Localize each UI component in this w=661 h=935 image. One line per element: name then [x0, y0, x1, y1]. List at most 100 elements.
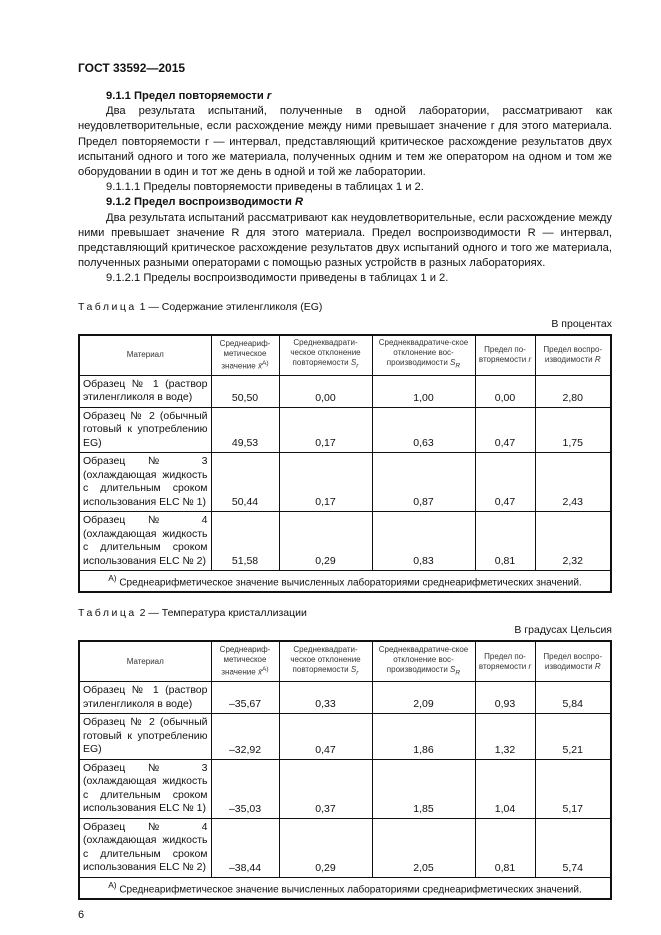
caption-text: 2 — Температура кристаллизации — [136, 607, 307, 620]
section-heading: 9.1.2 Предел воспроизводимости R — [106, 196, 304, 209]
column-symbol: r — [528, 661, 532, 671]
column-header: Среднеквадрати-ческое отклонение повторя… — [278, 334, 373, 376]
value-cell: 0,93 — [474, 681, 536, 715]
table-1-units: В процентах — [551, 317, 612, 330]
value-cell: 49,53 — [210, 406, 280, 454]
column-symbol: Sr — [350, 664, 359, 677]
value-cell: 0,33 — [278, 681, 373, 715]
symbol-subscript: r — [356, 362, 359, 370]
value-cell: 5,74 — [534, 817, 612, 878]
heading-variable: r — [266, 90, 272, 102]
body-text: 9.1.1 Предел повторяемости r Два результа… — [78, 89, 612, 287]
value-cell: 2,43 — [534, 452, 612, 513]
caption-label: Таблица — [78, 300, 137, 313]
table-row: Образец № 1 (раствор этиленгликоля в вод… — [78, 681, 612, 715]
material-cell: Образец № 4 (охлаждающая жидкость с длит… — [78, 511, 212, 572]
footnote-row: A) Среднеарифметическое значение вычисле… — [78, 570, 612, 593]
column-symbol: Sr — [350, 358, 359, 370]
table-row: Образец № 4 (охлаждающая жидкость с длит… — [78, 817, 612, 878]
page-number: 6 — [78, 908, 85, 921]
value-cell: 2,32 — [534, 511, 612, 572]
column-header: Среднеквадратиче-ское отклонение вос-про… — [371, 640, 476, 683]
column-symbol: SR — [450, 358, 461, 370]
column-symbol: R — [594, 661, 601, 671]
value-cell: –38,44 — [210, 817, 280, 878]
footnote-row: A) Среднеарифметическое значение вычисле… — [78, 876, 612, 900]
value-cell: 0,00 — [474, 374, 536, 408]
column-header: Среднеквадратиче-ское отклонение вос-про… — [371, 334, 476, 376]
value-cell: –32,92 — [210, 713, 280, 760]
column-header: Предел воспро-изводимости R — [534, 640, 612, 683]
table-1: Материал Среднеариф-метическое значение x… — [78, 333, 612, 594]
paragraph: 9.1.1.1 Пределы повторяемости приведены … — [106, 181, 424, 194]
value-cell: 1,00 — [371, 374, 476, 408]
value-cell: 0,83 — [371, 511, 476, 572]
column-header: Материал — [78, 640, 212, 683]
value-cell: 0,81 — [474, 511, 536, 572]
material-cell: Образец № 3 (охлаждающая жидкость с длит… — [78, 758, 212, 819]
value-cell: 0,37 — [278, 758, 373, 819]
value-cell: 0,17 — [278, 406, 373, 454]
value-cell: 0,29 — [278, 817, 373, 878]
table-2: Материал Среднеариф-метическое значение x… — [78, 640, 612, 900]
column-header: Среднеквадрати-ческое отклонение повторя… — [278, 640, 373, 683]
value-cell: 0,47 — [278, 713, 373, 760]
value-cell: 0,63 — [371, 406, 476, 454]
table-1-caption: Таблица 1 — Содержание этиленгликоля (EG… — [78, 301, 612, 314]
value-cell: 5,84 — [534, 681, 612, 715]
value-cell: 2,80 — [534, 374, 612, 408]
table-2-units: В градусах Цельсия — [514, 624, 612, 637]
table-footnote: A) Среднеарифметическое значение вычисле… — [78, 570, 612, 593]
column-symbol: SR — [450, 664, 461, 677]
value-cell: 0,87 — [371, 452, 476, 513]
section-heading: 9.1.1 Предел повторяемости r — [106, 90, 272, 102]
footnote-mark: A) — [261, 666, 269, 674]
column-header: Среднеариф-метическое значение x̄A) — [210, 334, 280, 376]
material-cell: Образец № 1 (раствор этиленгликоля в вод… — [78, 681, 212, 715]
value-cell: 1,32 — [474, 713, 536, 760]
value-cell: 2,05 — [371, 817, 476, 878]
table-row: Образец № 3 (охлаждающая жидкость с длит… — [78, 452, 612, 513]
table-row: Образец № 2 (обычный готовый к употребле… — [78, 713, 612, 760]
column-header: Предел по-вторяемости r — [474, 334, 536, 376]
paragraph: Два результата испытаний, полученные в о… — [78, 105, 612, 179]
caption-text: 1 — Содержание этиленгликоля (EG) — [136, 300, 323, 313]
value-cell: 0,17 — [278, 452, 373, 513]
table-footnote: A) Среднеарифметическое значение вычисле… — [78, 876, 612, 900]
column-header: Среднеариф-метическое значение x̄A) — [210, 640, 280, 683]
header-row: Материал Среднеариф-метическое значение x… — [78, 640, 612, 683]
value-cell: 0,00 — [278, 374, 373, 408]
value-cell: –35,03 — [210, 758, 280, 819]
symbol-subscript: r — [356, 669, 359, 677]
value-cell: 0,81 — [474, 817, 536, 878]
column-symbol: r — [528, 355, 532, 365]
header-row: Материал Среднеариф-метическое значение x… — [78, 334, 612, 376]
material-cell: Образец № 4 (охлаждающая жидкость с длит… — [78, 817, 212, 878]
value-cell: 1,86 — [371, 713, 476, 760]
value-cell: 1,85 — [371, 758, 476, 819]
material-cell: Образец № 3 (охлаждающая жидкость с длит… — [78, 452, 212, 513]
value-cell: 50,44 — [210, 452, 280, 513]
value-cell: 0,47 — [474, 452, 536, 513]
footnote-mark: A) — [108, 879, 117, 890]
document-header: ГОСТ 33592—2015 — [78, 61, 186, 75]
heading-variable: R — [295, 196, 304, 209]
value-cell: 50,50 — [210, 374, 280, 408]
paragraph: Два результата испытаний рассматривают к… — [78, 211, 612, 270]
footnote-mark: A) — [108, 573, 117, 584]
paragraph: 9.1.2.1 Пределы воспроизводимости привед… — [106, 272, 449, 285]
material-cell: Образец № 1 (раствор этиленгликоля в вод… — [78, 374, 212, 408]
table-row: Образец № 1 (раствор этиленгликоля в вод… — [78, 374, 612, 408]
material-cell: Образец № 2 (обычный готовый к употребле… — [78, 713, 212, 760]
value-cell: 1,75 — [534, 406, 612, 454]
value-cell: 5,21 — [534, 713, 612, 760]
value-cell: 1,04 — [474, 758, 536, 819]
value-cell: –35,67 — [210, 681, 280, 715]
document-page: ГОСТ 33592—2015 9.1.1 Предел повторяемос… — [78, 61, 612, 922]
caption-label: Таблица — [78, 607, 137, 620]
symbol-subscript: R — [455, 362, 461, 370]
value-cell: 51,58 — [210, 511, 280, 572]
table-2-caption: Таблица 2 — Температура кристаллизации — [78, 607, 612, 620]
value-cell: 5,17 — [534, 758, 612, 819]
column-symbol: R — [594, 355, 601, 365]
